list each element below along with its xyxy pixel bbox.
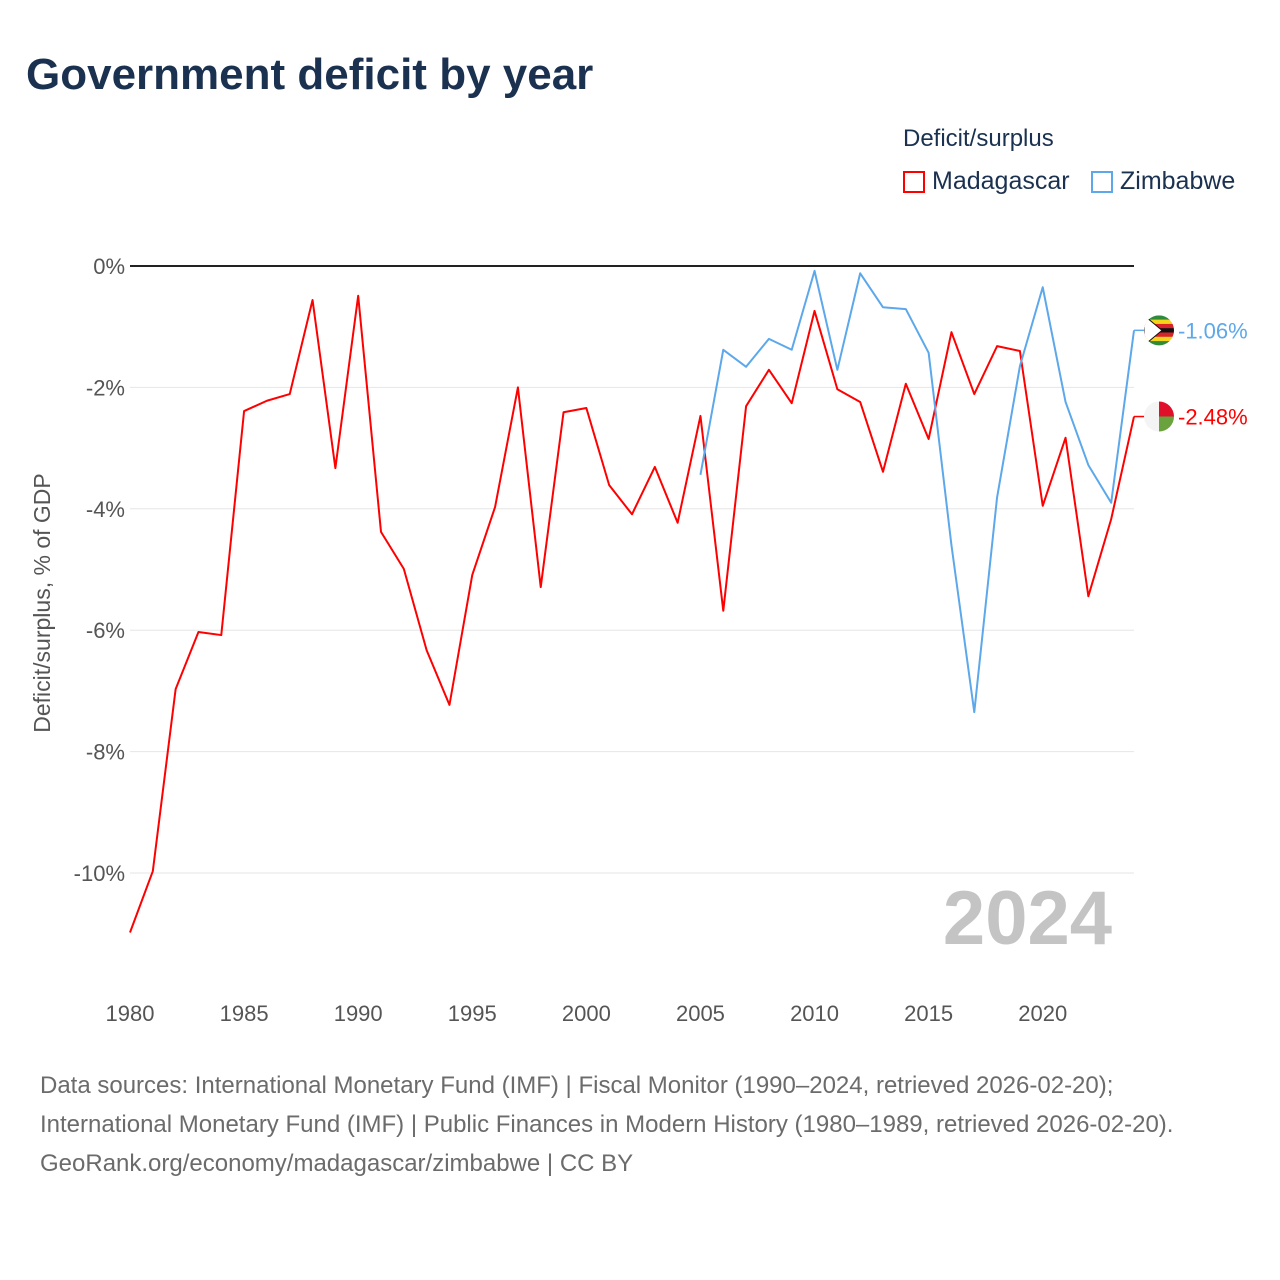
flag-stripe xyxy=(1144,319,1174,325)
x-tick-label: 2005 xyxy=(676,1001,725,1026)
series-line-madagascar xyxy=(129,294,1135,933)
end-value-label: -1.06% xyxy=(1178,318,1248,343)
series-line-zimbabwe xyxy=(699,269,1135,714)
x-tick-label: 2020 xyxy=(1018,1001,1067,1026)
flag-stripe xyxy=(1144,315,1174,321)
line-chart: 0% -2% -4% -6% -8% -10% 1980 1985 1990 1995 2000 20… xyxy=(29,254,1248,1026)
end-value-label: -2.48% xyxy=(1178,405,1248,430)
legend-swatch-madagascar xyxy=(903,170,925,193)
flag-stripe xyxy=(1144,336,1174,342)
legend-swatch-zimbabwe xyxy=(1091,170,1113,193)
y-tick-label: -4% xyxy=(86,497,125,522)
year-watermark: 2024 xyxy=(943,876,1112,961)
source-line: Data sources: International Monetary Fun… xyxy=(40,1072,1114,1099)
source-line: International Monetary Fund (IMF) | Publ… xyxy=(40,1111,1174,1138)
chart-title: Government deficit by year xyxy=(26,50,594,99)
flag-stripe xyxy=(1144,341,1174,346)
flag-green-part xyxy=(1159,416,1174,432)
flag-stripe xyxy=(1144,323,1174,329)
x-tick-label: 2015 xyxy=(904,1001,953,1026)
credit-link[interactable]: GeoRank.org/economy/madagascar/zimbabwe … xyxy=(40,1150,634,1177)
flag-red-part xyxy=(1159,401,1174,417)
flag-icon-zimbabwe xyxy=(1144,315,1174,346)
x-tick-label: 1990 xyxy=(334,1001,383,1026)
legend-item-zimbabwe[interactable]: Zimbabwe xyxy=(1091,167,1235,196)
legend-item-madagascar[interactable]: Madagascar xyxy=(903,167,1070,196)
x-tick-label: 2010 xyxy=(790,1001,839,1026)
flag-icon-madagascar xyxy=(1144,401,1174,432)
y-tick-label: 0% xyxy=(93,254,125,279)
x-tick-label: 1995 xyxy=(448,1001,497,1026)
y-tick-label: -10% xyxy=(74,861,125,886)
x-tick-label: 1985 xyxy=(220,1001,269,1026)
legend-label: Zimbabwe xyxy=(1120,167,1236,195)
y-tick-label: -8% xyxy=(86,740,125,765)
flag-body xyxy=(1144,315,1174,346)
x-tick-label: 1980 xyxy=(106,1001,155,1026)
y-axis-label: Deficit/surplus, % of GDP xyxy=(29,473,55,732)
flag-stripe xyxy=(1144,332,1174,338)
legend-title: Deficit/surplus xyxy=(903,125,1054,152)
y-tick-label: -6% xyxy=(86,618,125,643)
y-tick-label: -2% xyxy=(86,375,125,400)
flag-white-part xyxy=(1144,401,1159,432)
sources-footer: Data sources: International Monetary Fun… xyxy=(40,1066,1240,1183)
x-tick-label: 2000 xyxy=(562,1001,611,1026)
flag-triangle xyxy=(1144,315,1163,346)
legend-label: Madagascar xyxy=(932,167,1070,195)
